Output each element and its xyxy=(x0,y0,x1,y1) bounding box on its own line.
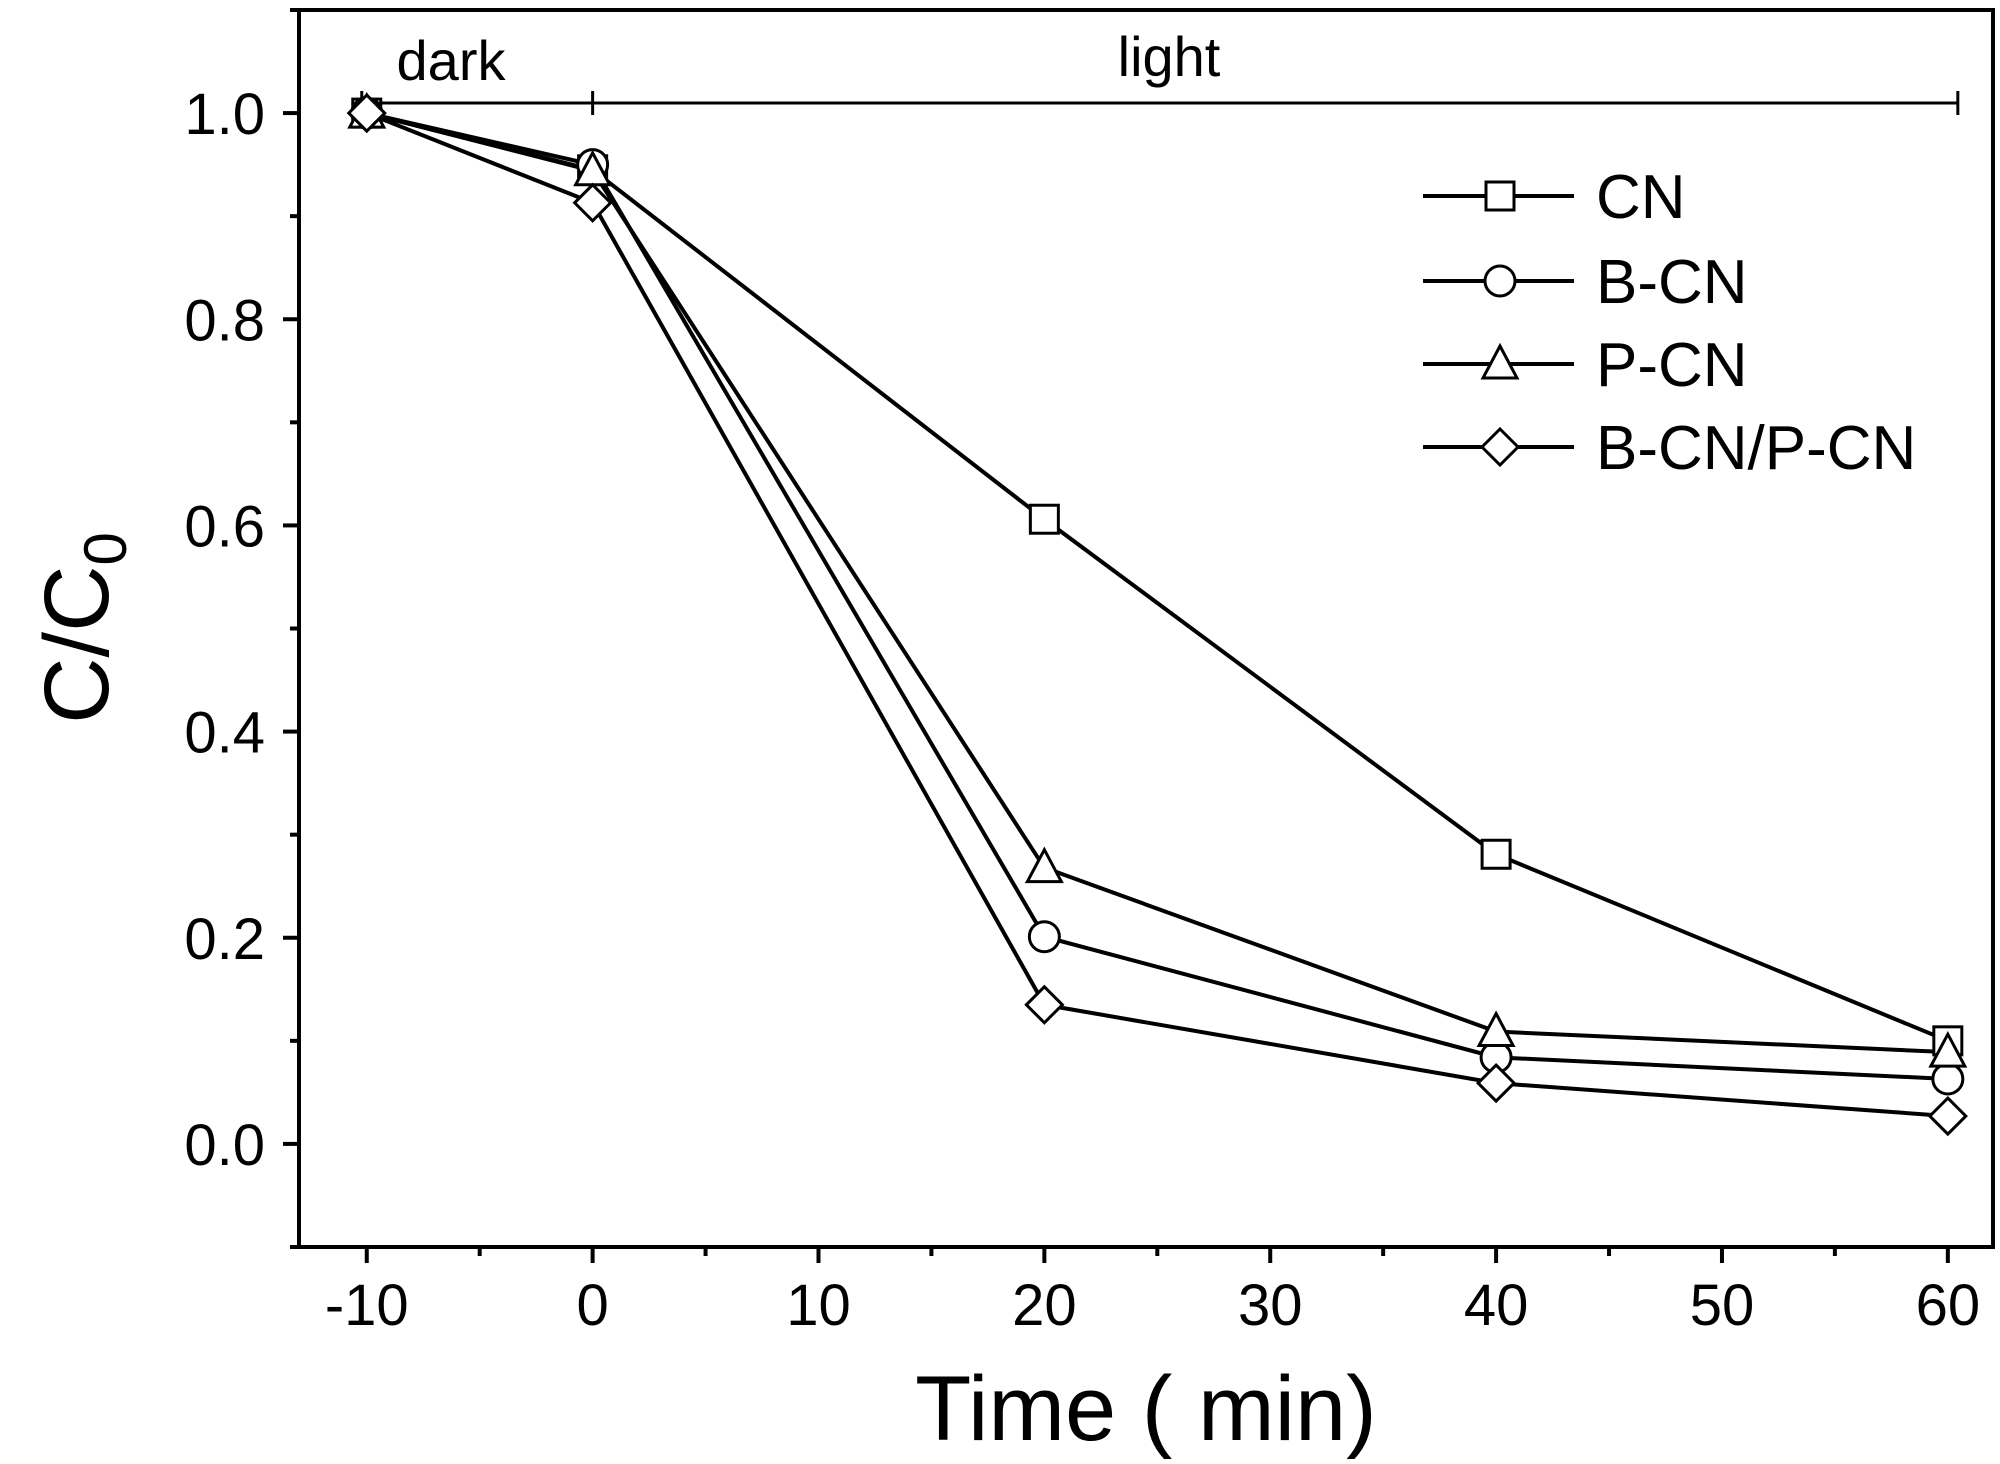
legend: CN B-CN P-CN B-CN/P-CN xyxy=(1423,163,1916,483)
data-point-circle xyxy=(1931,1062,1965,1096)
x-axis-label: Time ( min) xyxy=(915,1358,1377,1460)
data-point-diamond xyxy=(572,182,613,223)
axis-ticks: -10 0 10 20 30 40 50 60 0.0 0.2 0.4 0.6 0.8 1.0 xyxy=(184,8,1981,1338)
legend-marker-triangle xyxy=(1480,342,1520,380)
data-point-square xyxy=(1028,503,1060,535)
x-tick-label: -10 xyxy=(325,1273,409,1338)
dark-label: dark xyxy=(397,29,507,92)
x-tick-label: 0 xyxy=(576,1273,608,1338)
x-tick-label: 20 xyxy=(1012,1273,1077,1338)
data-point-diamond xyxy=(1024,984,1065,1025)
x-tick-label: 60 xyxy=(1916,1273,1981,1338)
legend-label: P-CN xyxy=(1596,331,1748,400)
data-point-diamond xyxy=(346,92,387,134)
dark-light-annotation: dark light xyxy=(360,25,1960,115)
legend-marker-circle xyxy=(1483,264,1517,298)
y-tick-label: 0.8 xyxy=(184,288,265,353)
x-tick-label: 30 xyxy=(1238,1273,1303,1338)
light-label: light xyxy=(1118,25,1221,88)
data-point-triangle xyxy=(1476,1010,1516,1048)
legend-marker-square xyxy=(1484,180,1516,212)
data-point-triangle xyxy=(1024,846,1064,884)
data-point-triangle xyxy=(1928,1030,1968,1068)
data-point-diamond xyxy=(1927,1095,1968,1137)
data-point-circle xyxy=(1027,920,1061,954)
y-axis-label-subscript: 0 xyxy=(72,532,139,565)
data-point-square xyxy=(1480,838,1512,870)
series-group xyxy=(346,91,1968,1137)
y-axis-label-main: C/C xyxy=(26,565,128,723)
y-tick-label: 1.0 xyxy=(184,82,265,147)
legend-marker-diamond xyxy=(1479,426,1521,468)
legend-label: B-CN xyxy=(1596,248,1748,317)
y-tick-label: 0.6 xyxy=(184,494,265,559)
y-tick-label: 0.0 xyxy=(184,1113,265,1178)
data-point-diamond xyxy=(1475,1062,1517,1104)
legend-label: CN xyxy=(1596,163,1686,232)
y-tick-label: 0.2 xyxy=(184,907,265,972)
y-tick-label: 0.4 xyxy=(184,701,265,766)
legend-label: B-CN/P-CN xyxy=(1596,414,1916,483)
x-tick-label: 50 xyxy=(1690,1273,1755,1338)
x-tick-label: 40 xyxy=(1464,1273,1529,1338)
x-tick-label: 10 xyxy=(786,1273,851,1338)
y-axis-label: C/C0 xyxy=(26,532,139,724)
plot-frame xyxy=(297,8,1995,1249)
